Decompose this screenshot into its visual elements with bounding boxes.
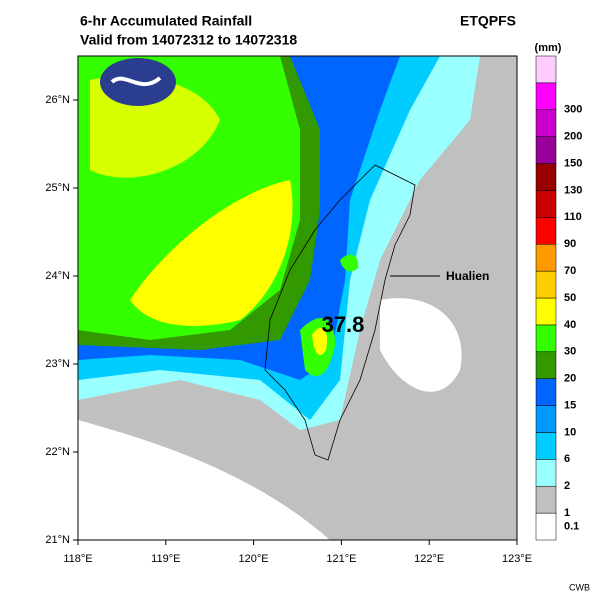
legend-swatch	[535, 217, 557, 245]
y-tick-label: 25°N	[45, 182, 70, 194]
legend-label: 20	[564, 373, 576, 385]
legend-label: 10	[564, 426, 576, 438]
legend-swatch	[535, 485, 557, 514]
legend-label: 70	[564, 265, 576, 277]
legend-swatch	[535, 55, 557, 84]
legend-label: 150	[564, 157, 582, 169]
x-tick-label: 123°E	[502, 553, 532, 565]
x-tick-label: 121°E	[326, 553, 356, 565]
legend-label: 1	[564, 507, 570, 519]
legend-swatch	[535, 432, 557, 460]
legend-swatch	[535, 109, 557, 137]
map-frame	[77, 55, 518, 541]
legend-swatch	[535, 243, 557, 272]
title: 6-hr Accumulated Rainfall	[80, 13, 252, 29]
legend-swatch	[535, 351, 557, 379]
legend-swatch	[535, 190, 557, 218]
legend-unit: (mm)	[535, 42, 562, 54]
legend-swatch	[535, 297, 557, 326]
legend-label: 50	[564, 292, 576, 304]
legend-label: 6	[564, 453, 570, 465]
max-value-label: 37.8	[322, 312, 365, 337]
legend-label: 30	[564, 346, 576, 358]
x-tick-label: 120°E	[239, 553, 269, 565]
legend-swatch	[535, 512, 557, 541]
legend-label: 200	[564, 131, 582, 143]
legend-label: 90	[564, 238, 576, 250]
model-name: ETQPFS	[460, 13, 516, 29]
y-tick-label: 21°N	[45, 534, 70, 546]
legend-swatch	[535, 459, 557, 487]
legend-label: 130	[564, 184, 582, 196]
legend-swatch	[535, 378, 557, 406]
x-tick-label: 122°E	[414, 553, 444, 565]
legend-label: 40	[564, 319, 576, 331]
legend-label: 0.1	[564, 520, 579, 532]
rainfall-map	[78, 56, 517, 540]
legend-swatch	[535, 163, 557, 191]
legend-swatch	[535, 136, 557, 164]
legend-label: 2	[564, 480, 570, 492]
x-tick-label: 119°E	[151, 553, 180, 565]
legend-label: 110	[564, 211, 582, 223]
subtitle: Valid from 14072312 to 14072318	[80, 32, 297, 48]
y-tick-label: 23°N	[45, 358, 70, 370]
source: CWB	[569, 582, 590, 592]
legend-swatch	[535, 82, 557, 111]
y-tick-label: 24°N	[45, 270, 70, 282]
legend-label: 300	[564, 104, 582, 116]
x-tick-label: 118°E	[63, 553, 92, 565]
y-tick-label: 26°N	[45, 94, 70, 106]
station-label: Hualien	[446, 269, 489, 283]
legend-swatch	[535, 324, 557, 353]
legend-swatch	[535, 270, 557, 299]
legend-label: 15	[564, 399, 576, 411]
y-tick-label: 22°N	[45, 446, 70, 458]
legend-swatch	[535, 405, 557, 433]
